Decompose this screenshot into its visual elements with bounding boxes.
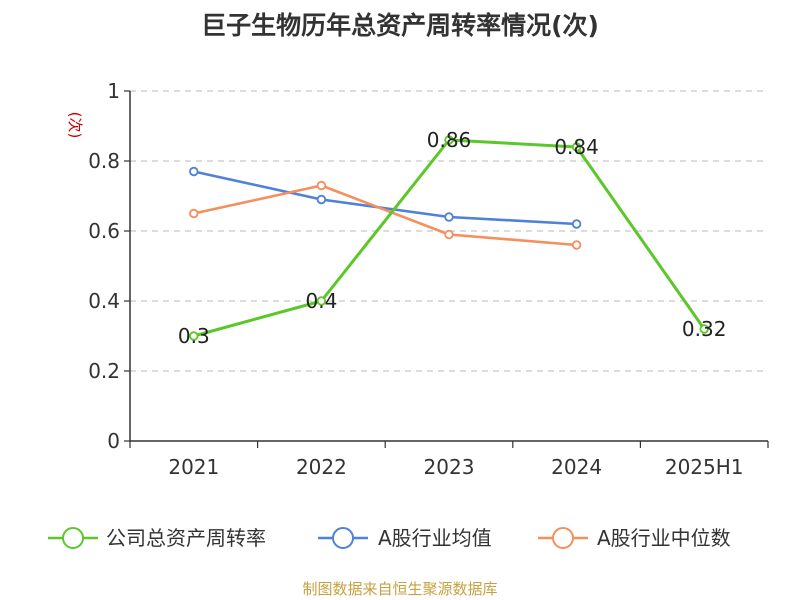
data-labels: 0.3 0.4 0.86 0.84 0.32	[178, 128, 727, 348]
data-label: 0.84	[554, 135, 599, 159]
y-tick-label: 0	[107, 429, 120, 453]
data-label: 0.86	[427, 128, 472, 152]
x-tick-labels: 2021 2022 2023 2024 2025H1	[168, 455, 743, 479]
series-line	[193, 184, 577, 247]
series-line	[193, 170, 577, 226]
legend-marker	[332, 527, 354, 549]
data-point	[444, 135, 454, 145]
data-point	[316, 180, 327, 191]
x-tick-label: 2021	[168, 455, 219, 479]
x-tick-label: 2023	[424, 455, 475, 479]
legend-label: A股行业中位数	[597, 526, 731, 550]
data-point	[444, 212, 454, 222]
data-label: 0.3	[178, 324, 210, 348]
data-point	[571, 142, 582, 152]
data-point	[571, 219, 582, 229]
y-tick-label: 0.6	[88, 219, 120, 243]
data-point	[316, 194, 327, 205]
y-axis-unit-label: (次)	[66, 112, 84, 139]
y-tick-label: 0.4	[88, 289, 120, 313]
axes	[124, 90, 769, 448]
x-tick-label: 2024	[551, 455, 602, 479]
data-point	[444, 229, 454, 240]
chart-title: 巨子生物历年总资产周转率情况(次)	[201, 11, 599, 40]
legend-label: 公司总资产周转率	[106, 526, 266, 550]
legend-marker	[62, 527, 84, 549]
data-point	[699, 324, 709, 334]
y-tick-labels: 0 0.2 0.4 0.6 0.8 1	[88, 79, 120, 453]
legend-label: A股行业均值	[378, 526, 492, 550]
series-points	[189, 135, 709, 341]
data-point	[571, 240, 582, 250]
y-tick-label: 0.2	[88, 359, 120, 383]
source-note: 制图数据来自恒生聚源数据库	[302, 580, 497, 598]
x-tick-label: 2022	[296, 455, 347, 479]
data-point	[189, 331, 199, 341]
legend-marker	[552, 527, 574, 549]
y-tick-label: 1	[107, 79, 120, 103]
data-point	[316, 296, 327, 306]
data-point	[189, 208, 199, 219]
data-point	[189, 166, 199, 177]
x-tick-label: 2025H1	[665, 455, 744, 479]
y-tick-label: 0.8	[88, 149, 120, 173]
data-label: 0.4	[305, 289, 337, 313]
data-label: 0.32	[682, 317, 727, 341]
legend: 公司总资产周转率 A股行业均值 A股行业中位数	[48, 526, 731, 550]
